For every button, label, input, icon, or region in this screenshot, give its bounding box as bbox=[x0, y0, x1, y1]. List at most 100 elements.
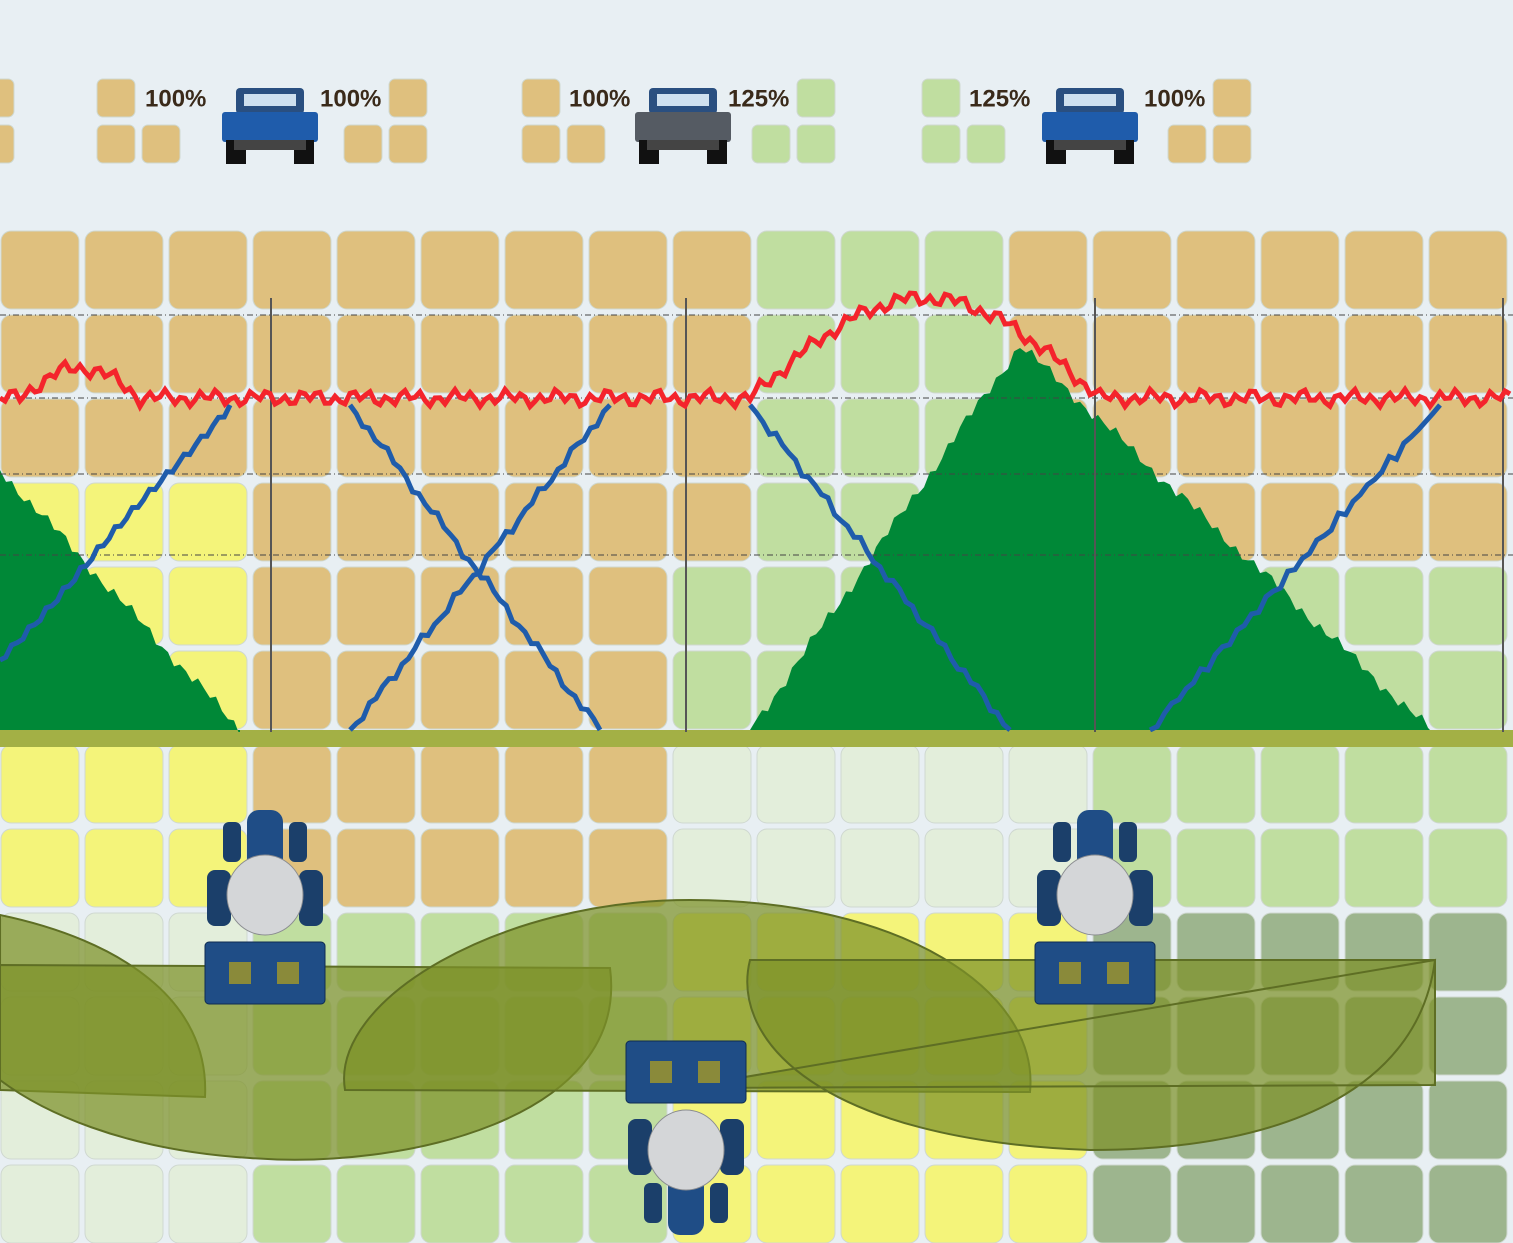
tile bbox=[756, 828, 836, 908]
tile bbox=[252, 566, 332, 646]
truck-body bbox=[1042, 112, 1138, 142]
rate-tile bbox=[141, 124, 181, 164]
tile bbox=[504, 828, 584, 908]
tile bbox=[168, 1164, 248, 1243]
tile bbox=[336, 828, 416, 908]
tractor-wheel bbox=[289, 822, 307, 862]
tile bbox=[504, 744, 584, 824]
tile bbox=[0, 314, 80, 394]
tile bbox=[1344, 744, 1424, 824]
tile bbox=[1428, 912, 1508, 992]
tile bbox=[924, 744, 1004, 824]
tile bbox=[168, 482, 248, 562]
tractor-wheel bbox=[1119, 822, 1137, 862]
truck-body bbox=[222, 112, 318, 142]
tile bbox=[924, 1164, 1004, 1243]
truck-bumper bbox=[234, 140, 306, 150]
tractor-wheel bbox=[710, 1183, 728, 1223]
tile bbox=[168, 566, 248, 646]
tile bbox=[84, 230, 164, 310]
tile bbox=[420, 314, 500, 394]
rate-label: 100% bbox=[320, 85, 381, 112]
rate-tile bbox=[388, 78, 428, 118]
rate-tile bbox=[751, 124, 791, 164]
tile bbox=[504, 566, 584, 646]
tile bbox=[1008, 230, 1088, 310]
spreader-truck bbox=[1042, 88, 1138, 164]
spreader-truck bbox=[222, 88, 318, 164]
pass-curve bbox=[1148, 403, 1442, 733]
tile bbox=[336, 482, 416, 562]
tile bbox=[84, 398, 164, 478]
tile bbox=[168, 314, 248, 394]
tile bbox=[84, 828, 164, 908]
tile bbox=[840, 744, 920, 824]
tile bbox=[1092, 314, 1172, 394]
tile bbox=[756, 230, 836, 310]
tile bbox=[336, 566, 416, 646]
tile bbox=[252, 1164, 332, 1243]
tractor-hood bbox=[1077, 810, 1113, 870]
tile bbox=[504, 482, 584, 562]
spreader-settings: 100% 100% 100% 125% 125% 100% bbox=[0, 78, 1252, 164]
spreader-disc bbox=[229, 962, 251, 984]
tile bbox=[336, 744, 416, 824]
tile bbox=[504, 1164, 584, 1243]
tractor-cab bbox=[226, 854, 304, 936]
tile bbox=[420, 230, 500, 310]
rate-label: 100% bbox=[145, 85, 206, 112]
tile bbox=[1428, 1080, 1508, 1160]
tile bbox=[672, 566, 752, 646]
tile bbox=[252, 230, 332, 310]
tractor-cab bbox=[1056, 854, 1134, 936]
spreader-disc bbox=[698, 1061, 720, 1083]
tile bbox=[756, 1080, 836, 1160]
tile bbox=[840, 314, 920, 394]
tractor-hood bbox=[668, 1175, 704, 1235]
tile bbox=[1092, 1164, 1172, 1243]
tile bbox=[1260, 398, 1340, 478]
tile bbox=[1176, 230, 1256, 310]
tile bbox=[252, 398, 332, 478]
rate-tile bbox=[343, 124, 383, 164]
tile bbox=[588, 230, 668, 310]
tile bbox=[756, 744, 836, 824]
tile bbox=[672, 230, 752, 310]
tile bbox=[0, 828, 80, 908]
tile bbox=[672, 744, 752, 824]
tile bbox=[1428, 230, 1508, 310]
spreader-disc bbox=[277, 962, 299, 984]
tile bbox=[1260, 828, 1340, 908]
rate-tile bbox=[1167, 124, 1207, 164]
tile bbox=[0, 744, 80, 824]
tile bbox=[420, 650, 500, 730]
tile bbox=[420, 744, 500, 824]
tractor-wheel bbox=[207, 870, 231, 926]
spread-fan bbox=[679, 958, 1437, 1152]
rate-tile bbox=[521, 78, 561, 118]
tile bbox=[1428, 314, 1508, 394]
rate-tile bbox=[796, 78, 836, 118]
coverage-area bbox=[750, 348, 1430, 730]
tile bbox=[588, 398, 668, 478]
tile bbox=[0, 398, 80, 478]
tile bbox=[504, 314, 584, 394]
tile bbox=[1260, 230, 1340, 310]
tractor bbox=[204, 810, 326, 1005]
rate-tile bbox=[921, 78, 961, 118]
tile bbox=[1260, 314, 1340, 394]
tile bbox=[588, 828, 668, 908]
rate-tile bbox=[566, 124, 606, 164]
spreader-hopper bbox=[204, 941, 326, 1005]
spreader-truck bbox=[635, 88, 731, 164]
tile bbox=[840, 398, 920, 478]
spreader-hopper bbox=[1034, 941, 1156, 1005]
tile bbox=[1176, 1164, 1256, 1243]
tile bbox=[756, 398, 836, 478]
rate-tile bbox=[96, 124, 136, 164]
tile bbox=[0, 230, 80, 310]
tractor-wheel bbox=[223, 822, 241, 862]
tile bbox=[1260, 482, 1340, 562]
